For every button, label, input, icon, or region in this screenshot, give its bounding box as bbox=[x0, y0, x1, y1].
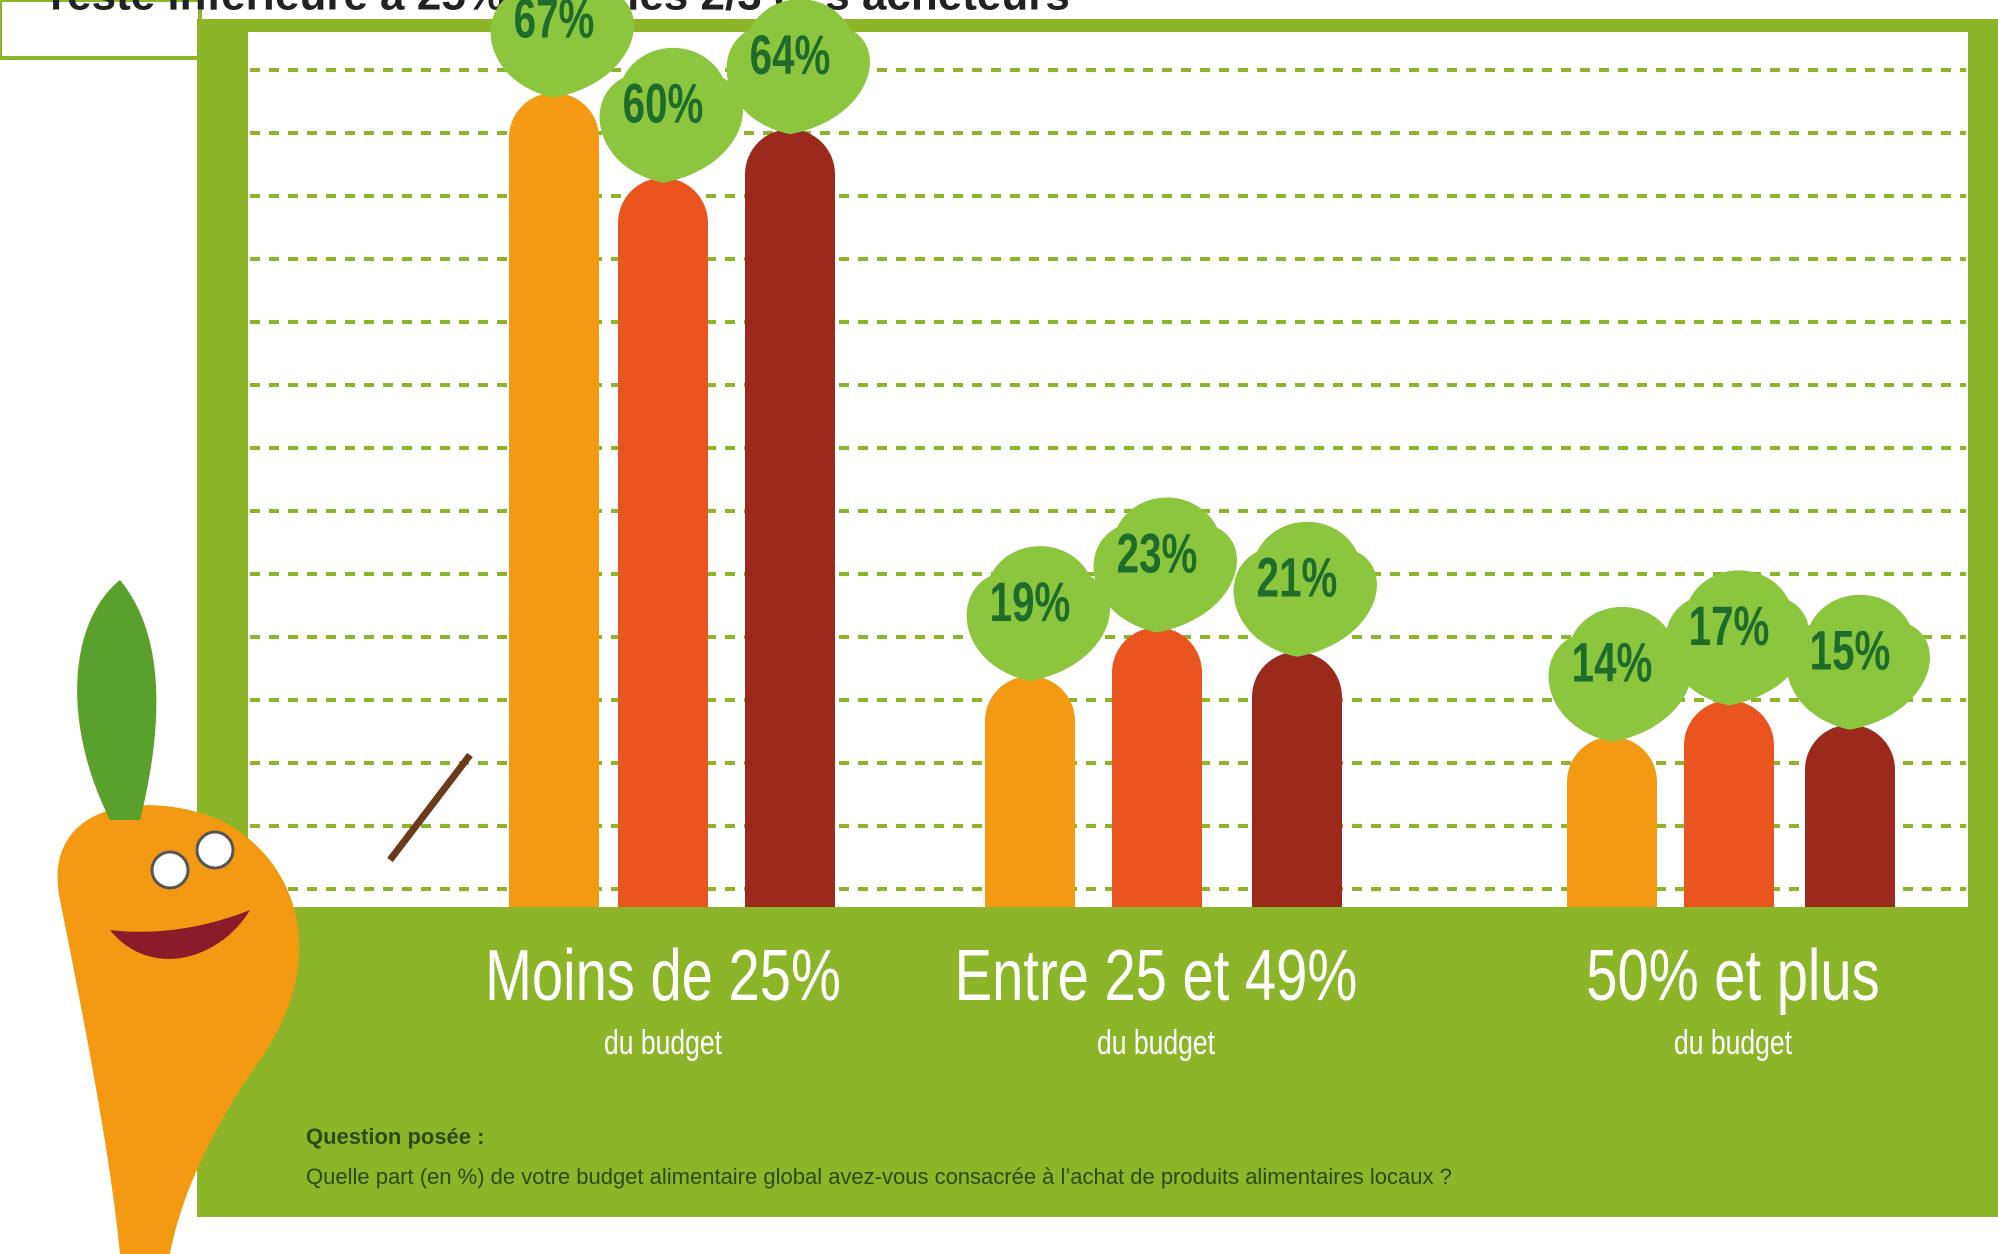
value-label: 64% bbox=[750, 25, 831, 87]
category-sublabel: du budget bbox=[1097, 1024, 1215, 1062]
category-sublabel: du budget bbox=[1674, 1024, 1792, 1062]
carrot-leaves bbox=[1548, 606, 1692, 742]
value-label: 23% bbox=[1117, 523, 1198, 585]
carrot-leaves bbox=[1093, 497, 1237, 633]
carrot-leaves bbox=[966, 546, 1110, 682]
question: Quelle part (en %) de votre budget alime… bbox=[306, 1164, 1452, 1189]
value-label: 19% bbox=[990, 572, 1071, 634]
value-label: 14% bbox=[1572, 632, 1653, 694]
carrot-bar bbox=[1684, 700, 1774, 907]
carrot-leaves bbox=[1665, 570, 1809, 706]
mascot bbox=[57, 580, 473, 1254]
carrot-bar bbox=[745, 129, 835, 907]
carrot-leaves bbox=[726, 0, 871, 135]
carrot-bar bbox=[985, 676, 1075, 907]
carrot-leaves bbox=[1233, 521, 1377, 657]
value-label: 60% bbox=[623, 73, 704, 135]
carrot-leaves bbox=[490, 0, 634, 98]
value-label: 17% bbox=[1689, 596, 1770, 658]
category-sublabel: du budget bbox=[604, 1024, 722, 1062]
category-label: 50% et plus bbox=[1586, 935, 1879, 1015]
category-label: Moins de 25% bbox=[485, 935, 841, 1015]
carrot-leaves bbox=[599, 47, 743, 183]
carrot-bar bbox=[1112, 627, 1202, 907]
value-label: 21% bbox=[1257, 547, 1338, 609]
carrot-bar bbox=[509, 92, 599, 907]
category-label: Entre 25 et 49% bbox=[955, 935, 1358, 1015]
carrot-bar bbox=[618, 177, 708, 908]
question-title: Question posée : bbox=[306, 1124, 484, 1149]
value-label: 67% bbox=[514, 0, 595, 50]
carrot-bar bbox=[1567, 736, 1657, 907]
carrot-leaves bbox=[1786, 594, 1930, 730]
carrot-bar bbox=[1252, 651, 1342, 907]
carrot-bar bbox=[1805, 724, 1895, 907]
value-label: 15% bbox=[1810, 620, 1891, 682]
